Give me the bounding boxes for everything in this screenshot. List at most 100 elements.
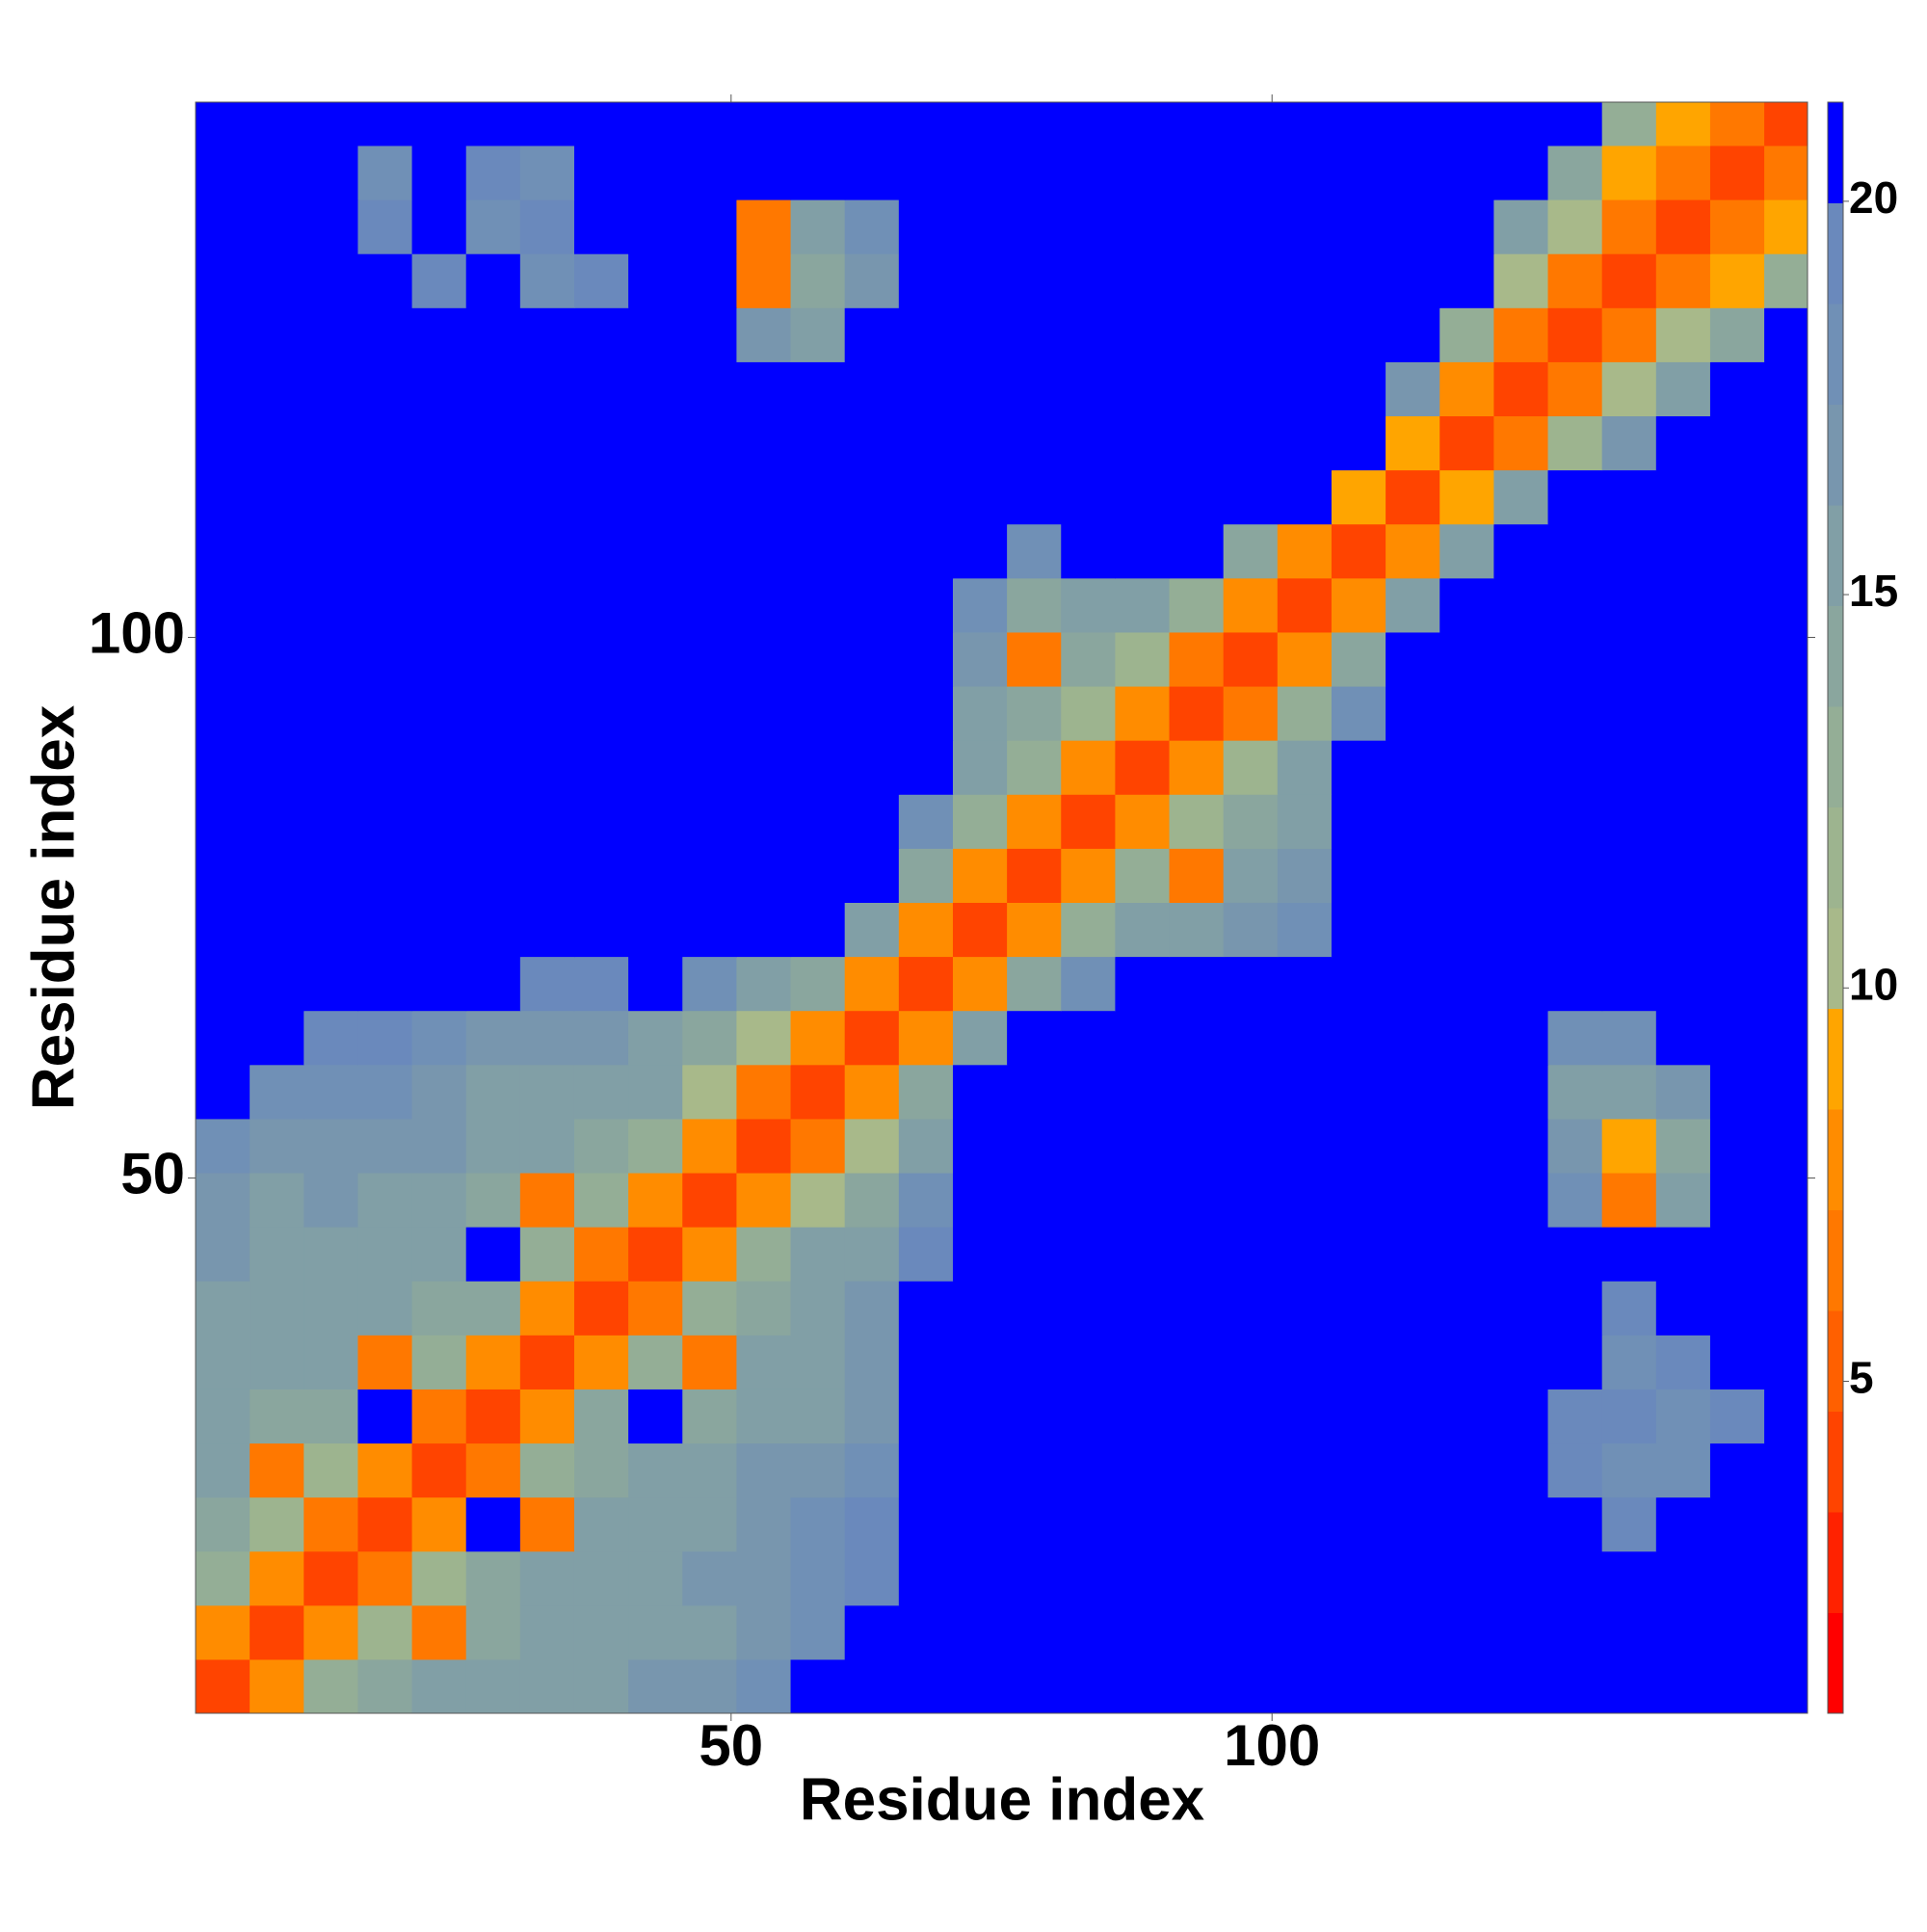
- heatmap-cell: [1277, 1658, 1333, 1713]
- heatmap-cell: [573, 1658, 629, 1713]
- heatmap-cell: [952, 740, 1008, 795]
- heatmap-cell: [1061, 145, 1116, 200]
- heatmap-cell: [952, 1604, 1008, 1660]
- heatmap-cell: [304, 307, 359, 362]
- heatmap-cell: [1439, 1010, 1494, 1066]
- heatmap-cell: [250, 848, 304, 903]
- heatmap-cell: [1601, 1496, 1657, 1552]
- heatmap-cell: [465, 1442, 521, 1498]
- heatmap-cell: [1007, 1010, 1062, 1066]
- heatmap-cell: [1169, 902, 1225, 958]
- heatmap-cell: [1277, 1118, 1333, 1174]
- heatmap-cell: [1439, 902, 1494, 958]
- heatmap-cell: [844, 1496, 900, 1552]
- heatmap-cell: [682, 145, 738, 200]
- heatmap-cell: [1223, 1172, 1279, 1228]
- heatmap-cell: [1277, 1550, 1333, 1606]
- heatmap-cell: [519, 198, 575, 254]
- heatmap-cell: [1386, 361, 1440, 417]
- heatmap-cell: [1115, 253, 1171, 308]
- heatmap-cell: [1493, 1604, 1549, 1660]
- colorbar-band: [1828, 505, 1843, 606]
- heatmap-cell: [1386, 1064, 1440, 1120]
- heatmap-cell: [1277, 469, 1333, 525]
- heatmap-cell: [465, 1335, 521, 1389]
- heatmap-cell: [1061, 1227, 1116, 1282]
- heatmap-cell: [1601, 902, 1657, 958]
- heatmap-cell: [1601, 848, 1657, 903]
- colorbar-band: [1828, 1310, 1843, 1412]
- heatmap-cell: [519, 1335, 575, 1389]
- heatmap-cell: [736, 1118, 792, 1174]
- heatmap-cell: [1007, 1281, 1062, 1336]
- heatmap-cell: [196, 1496, 251, 1552]
- heatmap-cell: [1277, 902, 1333, 958]
- heatmap-cell: [519, 631, 575, 687]
- heatmap-cell: [952, 102, 1008, 146]
- heatmap-cell: [250, 794, 304, 849]
- heatmap-cell: [1061, 956, 1116, 1012]
- heatmap-cell: [519, 956, 575, 1012]
- heatmap-cell: [1007, 956, 1062, 1012]
- heatmap-cell: [1439, 361, 1494, 417]
- heatmap-cell: [465, 685, 521, 741]
- heatmap-cell: [682, 1172, 738, 1228]
- heatmap-cell: [304, 1604, 359, 1660]
- heatmap-cell: [1547, 1658, 1603, 1713]
- heatmap-cell: [1439, 253, 1494, 308]
- heatmap-cell: [790, 361, 846, 417]
- heatmap-cell: [1223, 1281, 1279, 1336]
- heatmap-cell: [628, 1010, 683, 1066]
- heatmap-cell: [844, 145, 900, 200]
- heatmap-cell: [1277, 145, 1333, 200]
- heatmap-cell: [844, 523, 900, 579]
- heatmap-cell: [1709, 253, 1765, 308]
- heatmap-cell: [1709, 956, 1765, 1012]
- heatmap-cell: [519, 361, 575, 417]
- heatmap-cell: [790, 902, 846, 958]
- heatmap-cell: [465, 1389, 521, 1444]
- heatmap-cell: [1493, 902, 1549, 958]
- heatmap-cell: [519, 902, 575, 958]
- heatmap-cell: [1331, 1064, 1386, 1120]
- heatmap-cell: [1547, 631, 1603, 687]
- heatmap-cell: [1709, 1389, 1765, 1444]
- heatmap-cell: [1709, 685, 1765, 741]
- heatmap-cell: [1764, 577, 1808, 633]
- heatmap-cell: [1115, 1389, 1171, 1444]
- heatmap-cell: [790, 469, 846, 525]
- heatmap-cell: [1547, 902, 1603, 958]
- heatmap-cell: [1386, 1010, 1440, 1066]
- heatmap-cell: [1115, 848, 1171, 903]
- heatmap-cell: [682, 1227, 738, 1282]
- heatmap-cell: [1547, 1010, 1603, 1066]
- heatmap-cell: [573, 1550, 629, 1606]
- heatmap-cell: [1331, 307, 1386, 362]
- heatmap-cell: [1277, 1064, 1333, 1120]
- heatmap-cell: [898, 1335, 954, 1389]
- heatmap-cell: [250, 415, 304, 471]
- heatmap-cell: [736, 307, 792, 362]
- heatmap-cell: [411, 198, 467, 254]
- heatmap-cell: [519, 523, 575, 579]
- heatmap-cell: [1061, 1442, 1116, 1498]
- heatmap-cell: [952, 1442, 1008, 1498]
- heatmap-cell: [196, 145, 251, 200]
- heatmap-cell: [465, 1281, 521, 1336]
- heatmap-cell: [357, 523, 413, 579]
- heatmap-cell: [411, 523, 467, 579]
- heatmap-cell: [736, 1389, 792, 1444]
- heatmap-cell: [196, 1172, 251, 1228]
- heatmap-cell: [1547, 145, 1603, 200]
- heatmap-cell: [1223, 740, 1279, 795]
- heatmap-cell: [1764, 956, 1808, 1012]
- heatmap-cell: [1386, 1389, 1440, 1444]
- heatmap-cell: [1493, 631, 1549, 687]
- colorbar-band: [1828, 1612, 1843, 1714]
- heatmap-cell: [1169, 685, 1225, 741]
- heatmap-cell: [682, 415, 738, 471]
- heatmap-cell: [1547, 685, 1603, 741]
- heatmap-cell: [357, 198, 413, 254]
- heatmap-cell: [196, 1281, 251, 1336]
